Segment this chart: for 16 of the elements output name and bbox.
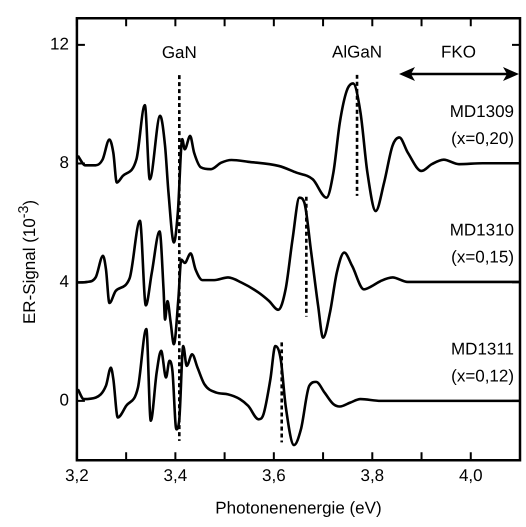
annotation: FKO [441, 42, 476, 62]
x-tick-label: 3,8 [360, 466, 384, 486]
series-label: MD1309 (x=0,20) [450, 102, 514, 148]
x-axis-title: Photonenenergie (eV) [215, 498, 382, 518]
y-tick-label: 0 [59, 390, 69, 410]
x-tick-label: 3,6 [262, 466, 286, 486]
x-tick-label: 4,0 [458, 466, 483, 486]
y-tick-label: 8 [59, 153, 69, 172]
series-label: MD1311 (x=0,12) [451, 340, 514, 386]
y-tick-label: 12 [50, 34, 69, 54]
x-tick-label: 3,4 [164, 466, 188, 486]
y-tick-label: 4 [59, 272, 69, 291]
x-tick-label: 3,2 [65, 466, 89, 486]
annotation: AlGaN [332, 42, 382, 62]
annotation: GaN [162, 42, 197, 62]
series-label: MD1310 (x=0,15) [450, 220, 514, 267]
